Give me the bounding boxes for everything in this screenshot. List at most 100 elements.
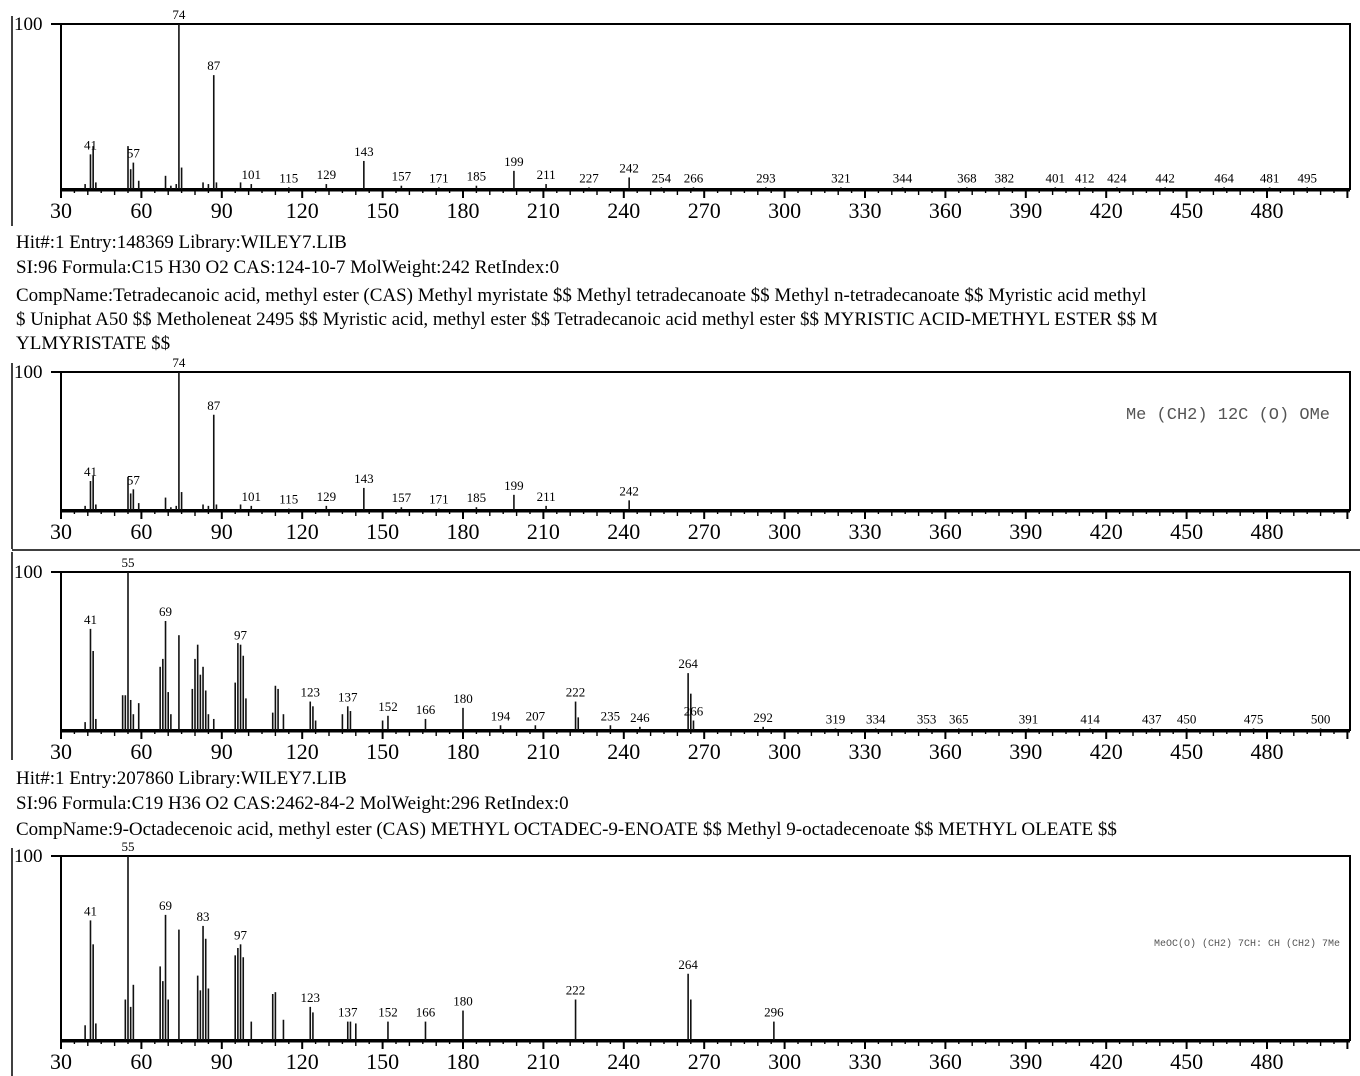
peak-label: 123 [300,685,320,700]
peak-label: 199 [504,478,524,493]
x-tick-label: 300 [768,739,801,764]
peak-label: 382 [995,170,1015,185]
x-tick-label: 120 [286,1049,319,1074]
x-tick-label: 180 [447,198,480,223]
peak-label: 442 [1155,170,1175,185]
x-tick-label: 90 [211,1049,233,1074]
hit1-compname-line3: YLMYRISTATE $$ [16,333,170,355]
peak-label: 266 [684,170,704,185]
hit1-compname-line2: $ Uniphat A50 $$ Metholeneat 2495 $$ Myr… [16,309,1158,331]
x-tick-label: 210 [527,198,560,223]
peak-label: 97 [234,927,248,942]
x-tick-label: 480 [1251,519,1284,544]
peak-label: 450 [1177,711,1197,726]
x-tick-label: 360 [929,739,962,764]
x-tick-label: 240 [607,739,640,764]
x-tick-label: 420 [1090,198,1123,223]
x-tick-label: 90 [211,519,233,544]
x-tick-label: 120 [286,739,319,764]
peak-label: 266 [684,704,704,719]
peak-label: 227 [579,170,599,185]
x-tick-label: 390 [1009,519,1042,544]
hit2-compname-line1: CompName:9-Octadecenoic acid, methyl est… [16,819,1117,841]
peak-label: 101 [242,167,262,182]
peak-label: 171 [429,170,449,185]
peak-label: 152 [378,1005,398,1020]
peak-label: 437 [1142,711,1162,726]
peak-label: 115 [279,170,298,185]
peak-label: 57 [127,472,141,487]
peak-label: 123 [300,990,320,1005]
x-tick-label: 30 [50,519,72,544]
spectrum-panel-2: 100 30 60 90 120 150 180 210 240 270 300 330 360 390 4… [12,355,1350,549]
x-tick-label: 390 [1009,739,1042,764]
peak-label: 74 [172,355,186,370]
peak-label: 55 [122,555,135,570]
peak-label: 74 [172,7,186,22]
x-tick-label: 30 [50,739,72,764]
peak-label: 41 [84,903,97,918]
peak-label: 296 [764,1005,784,1020]
peak-label: 365 [949,711,969,726]
peak-label: 143 [354,144,374,159]
peak-label: 222 [566,685,586,700]
peak-label: 391 [1019,711,1039,726]
peak-label: 475 [1244,711,1264,726]
peak-label: 321 [831,170,851,185]
hit2-line1: Hit#:1 Entry:207860 Library:WILEY7.LIB [16,768,347,790]
peak-label: 41 [84,137,97,152]
x-tick-label: 390 [1009,1049,1042,1074]
x-tick-label: 270 [688,1049,721,1074]
plot-frame [61,24,1350,189]
y-axis-max-label: 100 [14,846,43,867]
x-tick-label: 270 [688,739,721,764]
peak-label: 412 [1075,170,1095,185]
peak-label: 87 [207,398,221,413]
peak-label: 211 [537,167,556,182]
peak-label: 246 [630,710,650,725]
x-tick-label: 30 [50,1049,72,1074]
x-tick-label: 270 [688,519,721,544]
x-tick-label: 450 [1170,198,1203,223]
peak-label: 194 [491,708,511,723]
peak-label: 152 [378,699,398,714]
y-axis-max-label: 100 [14,14,43,35]
x-tick-label: 390 [1009,198,1042,223]
x-tick-label: 240 [607,519,640,544]
x-tick-label: 300 [768,519,801,544]
x-tick-label: 120 [286,519,319,544]
peak-label: 185 [467,490,487,505]
x-tick-label: 480 [1251,1049,1284,1074]
peak-label: 69 [159,898,172,913]
plot-frame [61,572,1350,730]
x-tick-label: 450 [1170,1049,1203,1074]
x-tick-label: 420 [1090,519,1123,544]
peak-label: 235 [601,708,621,723]
peak-label: 180 [453,691,473,706]
x-tick-label: 330 [849,519,882,544]
x-tick-label: 330 [849,1049,882,1074]
x-tick-label: 90 [211,198,233,223]
x-tick-label: 450 [1170,519,1203,544]
peak-label: 500 [1311,711,1331,726]
x-tick-label: 180 [447,739,480,764]
structure-formula: Me (CH2) 12C (O) OMe [1126,406,1330,425]
peak-label: 129 [317,167,337,182]
peak-label: 222 [566,983,586,998]
x-tick-label: 300 [768,198,801,223]
peak-label: 464 [1214,170,1234,185]
x-tick-label: 330 [849,739,882,764]
peak-label: 137 [338,1005,358,1020]
peak-label: 495 [1297,170,1317,185]
hit2-line2: SI:96 Formula:C19 H36 O2 CAS:2462-84-2 M… [16,793,569,815]
peak-label: 166 [416,1005,436,1020]
x-tick-label: 60 [130,1049,152,1074]
peak-label: 207 [526,708,546,723]
peak-label: 353 [917,711,937,726]
peak-label: 97 [234,628,248,643]
x-tick-label: 180 [447,519,480,544]
peak-label: 414 [1080,711,1100,726]
peak-label: 481 [1260,170,1280,185]
